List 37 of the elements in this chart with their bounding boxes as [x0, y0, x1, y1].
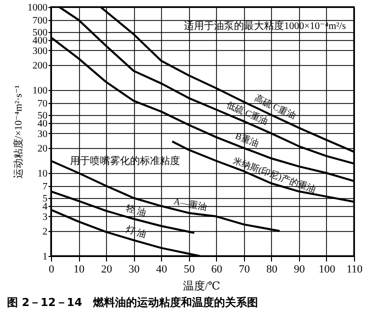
- text: A—重油: [173, 196, 208, 212]
- x-tick-label: 10: [74, 264, 86, 276]
- y-tick-label: 4: [42, 202, 48, 213]
- y-tick-label: 300: [32, 46, 48, 57]
- x-tick-label: 40: [156, 264, 168, 276]
- x-tick-label: 30: [128, 264, 140, 276]
- text: B重油: [234, 130, 260, 149]
- y-tick-label: 40: [38, 118, 48, 130]
- x-tick-label: 70: [238, 264, 250, 276]
- text: 图 2－12－14 燃料油的运动粘度和温度的关系图: [7, 296, 258, 309]
- y-tick-label: 1: [42, 252, 48, 262]
- x-tick-label: 0: [48, 264, 55, 276]
- y-tick-label: 100: [32, 86, 48, 96]
- y-tick-label: 20: [38, 144, 48, 155]
- y-tick-label: 70: [38, 98, 48, 110]
- x-tick-label: 80: [266, 264, 278, 276]
- y-tick-label: 5: [42, 193, 48, 204]
- x-tick-label: 90: [294, 264, 306, 276]
- y-tick-label: 10: [38, 168, 48, 180]
- x-tick-label: 110: [346, 264, 364, 276]
- text: 轻 油: [124, 202, 148, 218]
- y-tick-label: 700: [32, 15, 48, 26]
- x-tick-label: 60: [211, 264, 223, 276]
- y-axis-title: 运动粘度/×10⁻⁴m²·s⁻¹: [12, 85, 24, 179]
- text: 灯 油: [125, 224, 148, 240]
- y-tick-label: 200: [32, 60, 48, 72]
- x-axis-title: 温度/℃: [182, 280, 220, 292]
- x-tick-label: 20: [101, 264, 113, 276]
- y-tick-label: 3: [42, 212, 48, 223]
- text: 米纳斯(印尼)产的重油: [232, 155, 318, 195]
- y-tick-label: 7: [42, 181, 48, 192]
- y-tick-label: 400: [32, 36, 48, 47]
- y-tick-label: 1000: [28, 2, 48, 14]
- x-tick-label: 100: [318, 264, 336, 276]
- y-tick-label: 30: [38, 128, 48, 140]
- x-tick-label: 50: [184, 264, 196, 276]
- y-tick-label: 2: [42, 226, 48, 238]
